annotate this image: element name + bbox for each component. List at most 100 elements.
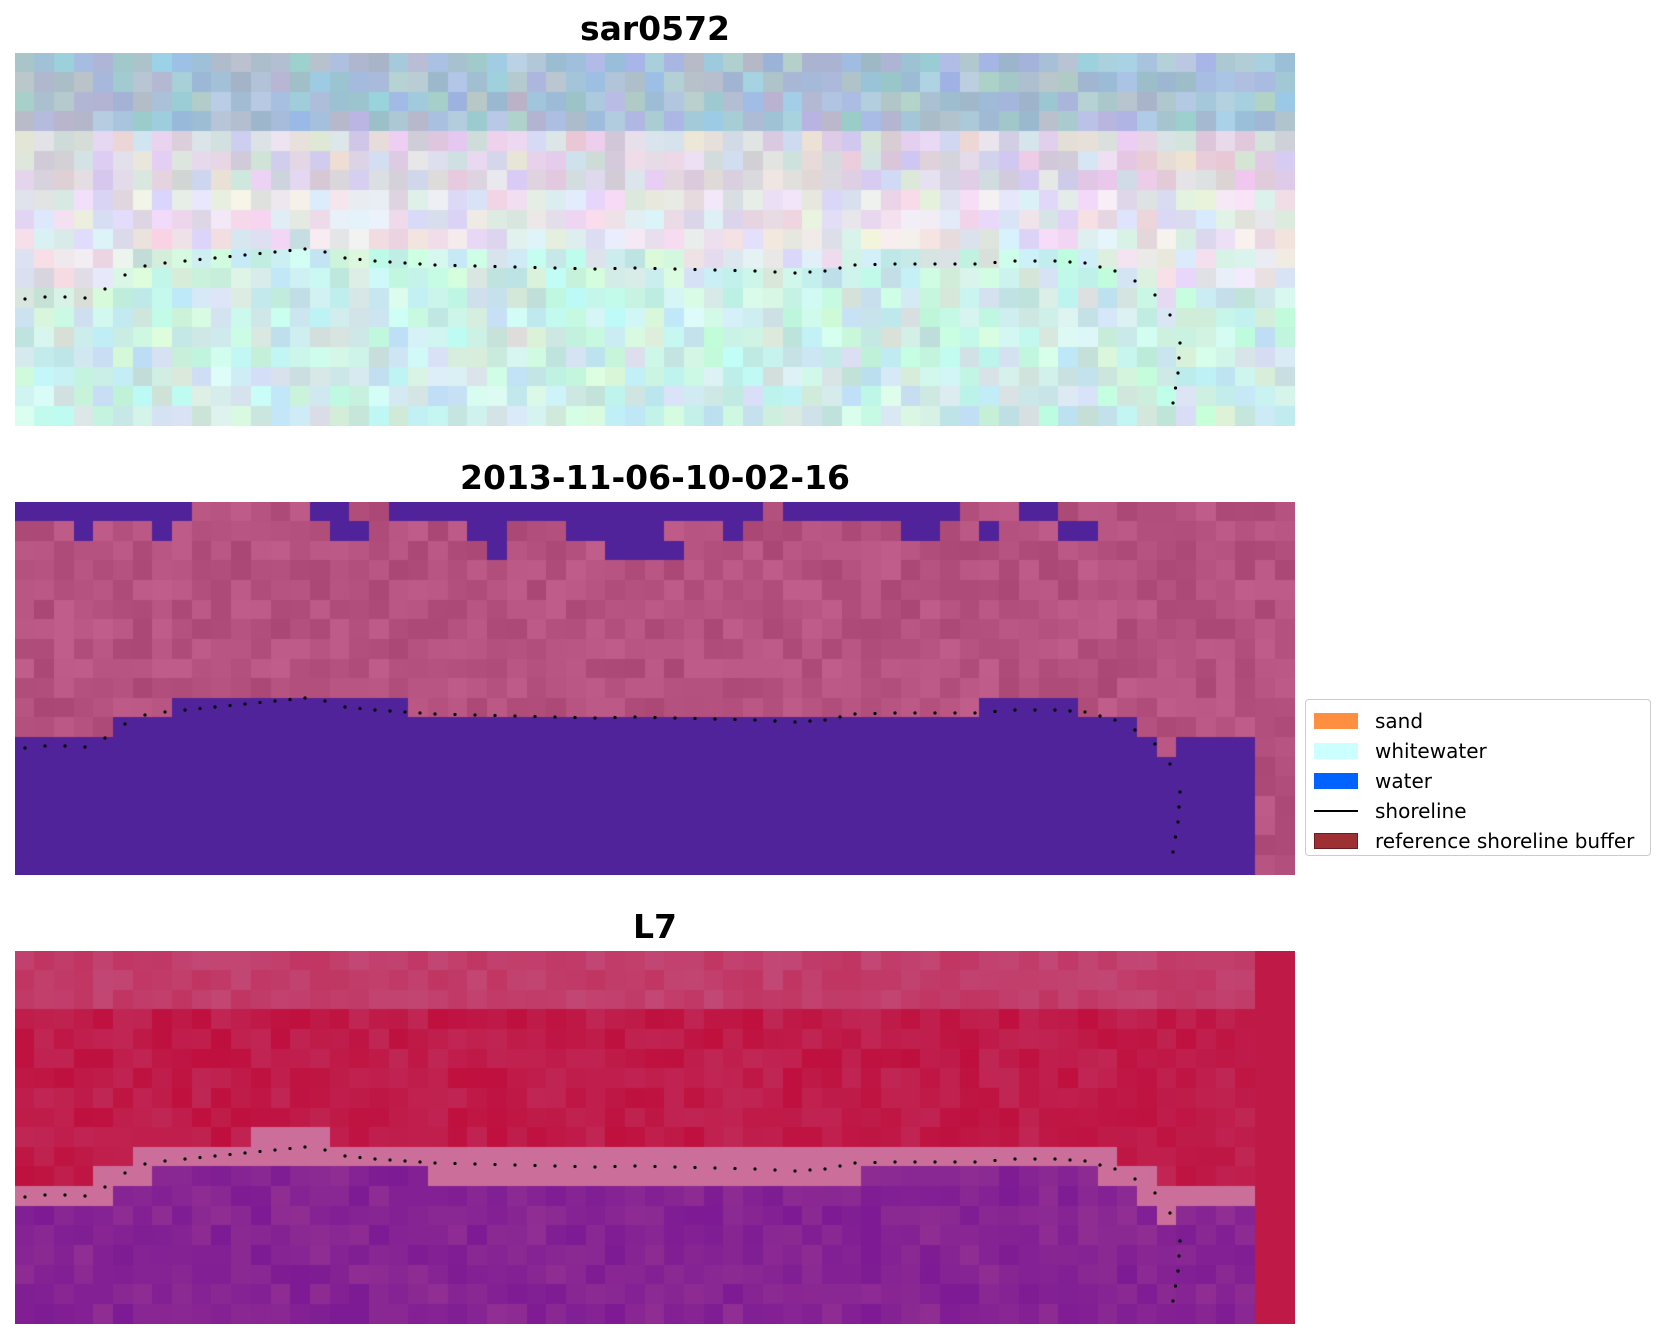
shoreline-point: [533, 265, 537, 270]
shoreline-point: [633, 1164, 637, 1168]
shoreline-point: [388, 260, 392, 264]
shoreline-point: [713, 268, 717, 272]
shoreline-point: [1033, 259, 1037, 263]
legend-item-reference-buffer: reference shoreline buffer: [1314, 826, 1642, 856]
shoreline-point: [288, 248, 292, 253]
shoreline-point: [733, 268, 737, 273]
shoreline-point: [418, 262, 422, 266]
shoreline-point: [613, 715, 617, 720]
shoreline-point: [303, 1145, 307, 1149]
shoreline-point: [653, 715, 657, 720]
shoreline-point: [1153, 1191, 1157, 1195]
shoreline-point: [43, 744, 47, 748]
index-image-panel: [15, 951, 1295, 1324]
shoreline-point: [388, 1158, 392, 1162]
shoreline-point: [533, 1163, 537, 1168]
shoreline-point: [838, 1164, 842, 1168]
shoreline-point: [288, 1146, 292, 1151]
shoreline-point: [713, 717, 717, 721]
shoreline-point: [418, 1160, 422, 1164]
shoreline-point: [653, 1164, 657, 1169]
shoreline-point: [1168, 313, 1172, 317]
shoreline-point: [1178, 790, 1182, 794]
shoreline-point: [1033, 1157, 1037, 1161]
shoreline-point: [243, 253, 247, 257]
shoreline-point: [183, 1157, 187, 1161]
shoreline-point: [103, 287, 107, 291]
index-image: [15, 951, 1295, 1324]
shoreline-point: [323, 250, 327, 254]
shoreline-point: [773, 1168, 777, 1172]
shoreline-point: [553, 1164, 557, 1168]
shoreline-point: [1176, 820, 1180, 824]
shoreline-point: [853, 1161, 857, 1165]
shoreline-point: [513, 1163, 517, 1167]
shoreline-point: [1098, 1163, 1102, 1167]
shoreline-point: [213, 1154, 217, 1158]
shoreline-point: [1178, 1239, 1182, 1243]
shoreline-point: [388, 709, 392, 713]
shoreline-point: [1133, 1177, 1137, 1181]
shoreline-point: [143, 264, 147, 268]
shoreline-point: [893, 711, 897, 715]
shoreline-point: [773, 270, 777, 274]
shoreline-point: [1177, 1254, 1181, 1258]
shoreline-point: [873, 1160, 877, 1165]
shoreline-point: [823, 269, 827, 273]
sar-image-panel: [15, 53, 1295, 426]
shoreline-point: [1113, 1167, 1117, 1171]
shoreline-point: [103, 1185, 107, 1189]
shoreline-point: [913, 1160, 917, 1164]
shoreline-point: [1068, 1158, 1072, 1162]
shoreline-point: [453, 1161, 457, 1166]
shoreline-point: [1013, 1157, 1017, 1161]
shoreline-point: [933, 711, 937, 715]
shoreline-point: [793, 271, 797, 275]
shoreline-point: [163, 1159, 167, 1163]
shoreline-point: [1083, 1159, 1087, 1163]
shoreline-point: [913, 262, 917, 266]
shoreline-point: [753, 1167, 757, 1171]
shoreline-point: [613, 1164, 617, 1169]
shoreline-point: [323, 1148, 327, 1152]
legend-label: sand: [1375, 709, 1424, 733]
shoreline-overlay: [23, 1145, 1182, 1303]
legend-item-water: water: [1314, 766, 1642, 796]
shoreline-point: [1173, 1284, 1178, 1288]
shoreline-point: [1133, 728, 1137, 732]
shoreline-point: [273, 699, 277, 703]
shoreline-point: [1176, 1269, 1180, 1273]
shoreline-point: [213, 256, 217, 260]
shoreline-point: [183, 708, 187, 712]
legend-item-whitewater: whitewater: [1314, 736, 1642, 766]
shoreline-point: [553, 266, 557, 270]
shoreline-point: [873, 711, 877, 716]
shoreline-point: [453, 263, 457, 268]
shoreline-point: [753, 269, 757, 273]
shoreline-point: [243, 1151, 247, 1155]
shoreline-point: [1053, 1157, 1057, 1161]
shoreline-point: [1173, 835, 1178, 839]
shoreline-point: [198, 257, 202, 262]
shoreline-point: [673, 716, 677, 720]
shoreline-point: [183, 259, 187, 263]
shoreline-point: [433, 263, 437, 267]
shoreline-point: [1068, 709, 1072, 713]
shoreline-point: [1083, 710, 1087, 714]
shoreline-point: [103, 736, 107, 740]
shoreline-point: [243, 702, 247, 706]
shoreline-point: [418, 711, 422, 715]
shoreline-point: [553, 715, 557, 719]
shoreline-point: [198, 1155, 202, 1160]
shoreline-point: [123, 273, 127, 277]
shoreline-point: [808, 270, 812, 274]
shoreline-point: [123, 1171, 127, 1175]
shoreline-point: [63, 295, 67, 299]
shoreline-point: [633, 715, 637, 719]
shoreline-point: [63, 1193, 67, 1197]
classified-image: [15, 502, 1295, 875]
shoreline-point: [43, 1193, 47, 1197]
shoreline-point: [893, 1160, 897, 1164]
shoreline-point: [873, 262, 877, 267]
shoreline-point: [693, 267, 697, 272]
